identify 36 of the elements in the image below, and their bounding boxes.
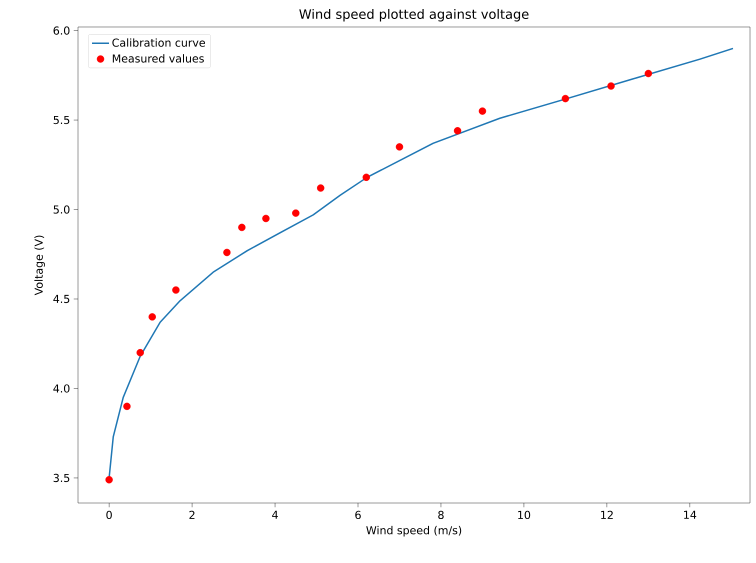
x-tick-label: 12 [601, 510, 613, 519]
y-tick-label: 4.0 [53, 384, 70, 393]
point [148, 313, 156, 321]
point [105, 476, 113, 484]
x-tick-label: 14 [684, 510, 696, 519]
y-tick-label: 4.5 [53, 294, 70, 304]
x-tick-label: 8 [438, 510, 444, 520]
y-axis-title: Voltage (V) [34, 236, 45, 296]
y-tick-label: 5.0 [54, 205, 70, 214]
point [292, 209, 300, 217]
point [362, 174, 370, 182]
point [262, 214, 270, 222]
point [562, 94, 570, 102]
legend-label: Calibration curve [112, 38, 206, 47]
point [454, 127, 462, 134]
point [607, 82, 615, 90]
y-tick-label: 5.5 [54, 116, 70, 124]
x-tick-label: 10 [518, 510, 530, 520]
x-tick-label: 0 [106, 510, 112, 520]
y-tick-label: 3.5 [54, 474, 70, 482]
y-tick-label: 6.0 [54, 26, 70, 35]
point [396, 143, 404, 151]
x-tick-label: 4 [272, 510, 278, 519]
point [316, 184, 324, 192]
chart-title: Wind speed plotted against voltage [299, 8, 529, 22]
legend-label: Measured values [112, 54, 204, 63]
point [172, 286, 180, 294]
x-axis-title: Wind speed (m/s) [366, 526, 462, 537]
point [238, 224, 246, 232]
point [136, 348, 144, 356]
point [478, 107, 486, 115]
x-tick-label: 2 [189, 510, 194, 519]
x-tick-label: 6 [355, 510, 361, 520]
point [123, 402, 131, 410]
point [223, 248, 231, 256]
point [644, 70, 652, 78]
